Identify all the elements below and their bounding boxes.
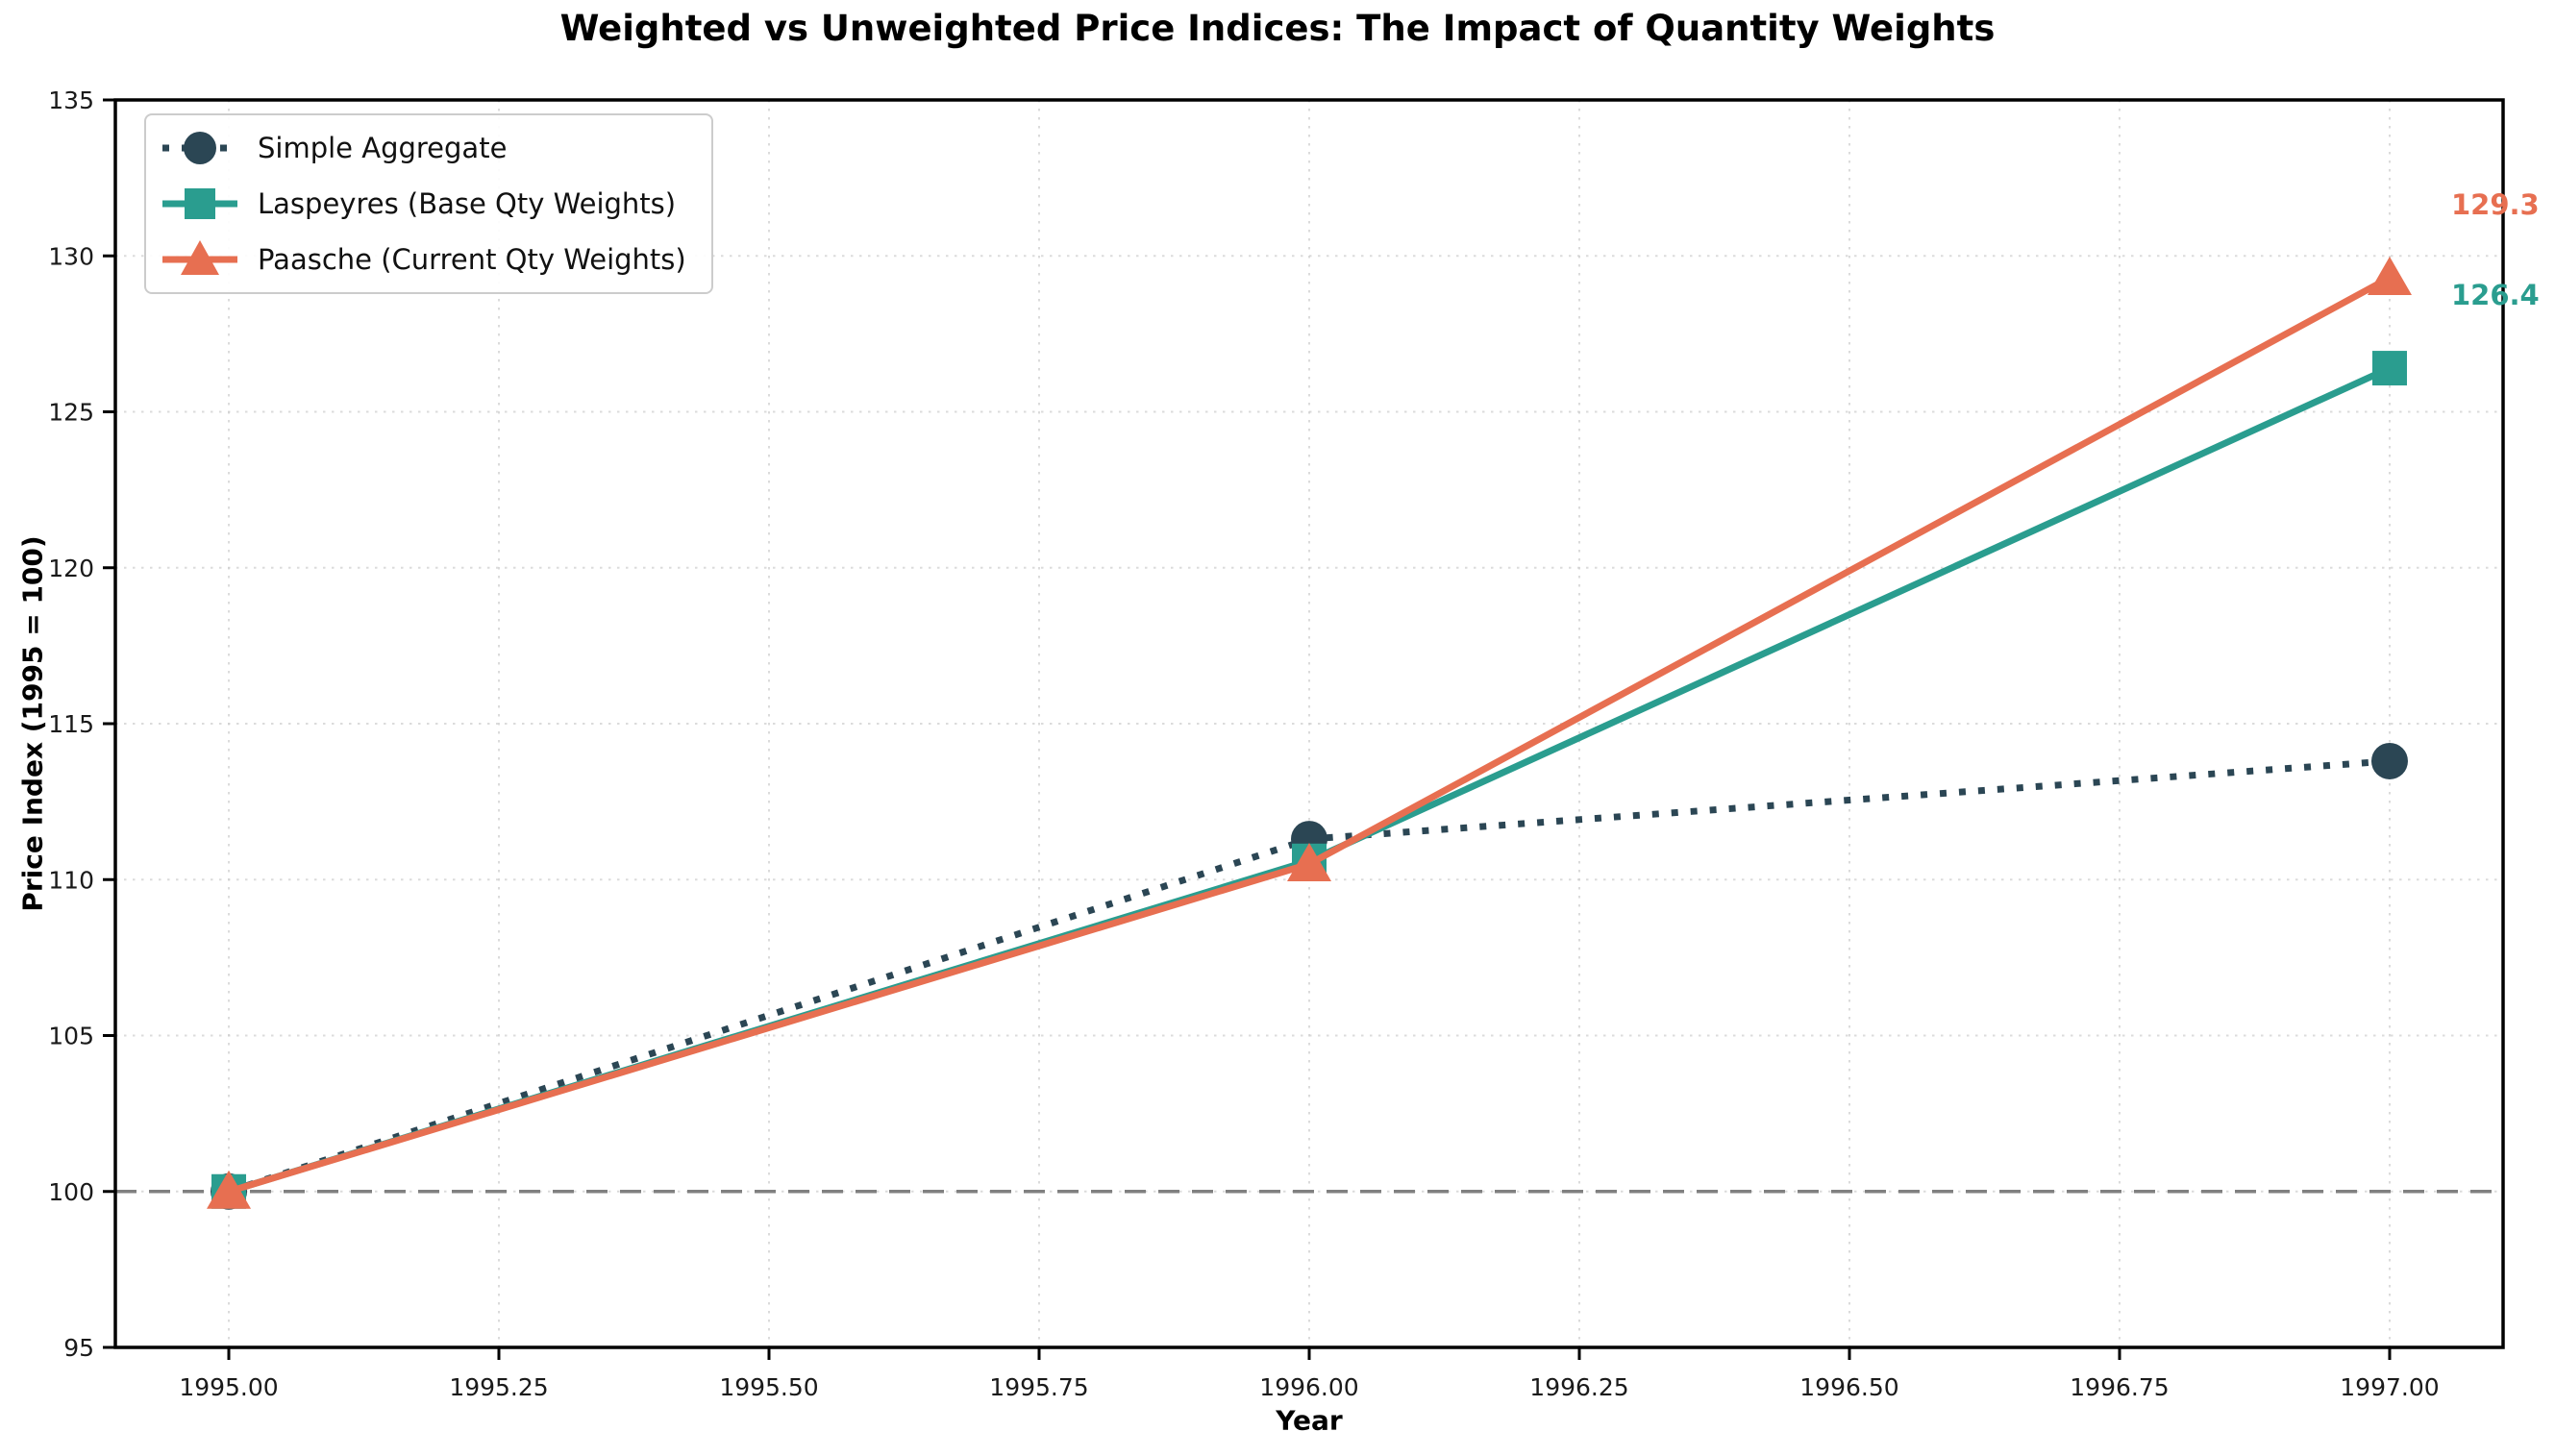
y-tick-label: 115	[48, 710, 94, 738]
y-tick-label: 105	[48, 1023, 94, 1050]
legend-item-simple-aggregate: Simple Aggregate	[160, 120, 686, 176]
x-tick-label: 1995.50	[719, 1373, 818, 1401]
y-tick-label: 120	[48, 555, 94, 582]
chart-title: Weighted vs Unweighted Price Indices: Th…	[559, 8, 1996, 49]
legend-item-paasche: Paasche (Current Qty Weights)	[160, 232, 686, 287]
marker-paasche	[1287, 843, 1331, 882]
legend-marker-circle-icon	[162, 132, 237, 164]
y-tick-label: 135	[48, 86, 94, 114]
x-tick-label: 1996.00	[1259, 1373, 1358, 1401]
legend-sample-shape	[181, 240, 219, 275]
marker-paasche	[2367, 256, 2412, 295]
x-tick-label: 1995.00	[179, 1373, 278, 1401]
annotation-laspeyres-1997: 126.4	[2450, 279, 2540, 312]
y-tick-label: 125	[48, 399, 94, 427]
legend-marker-triangle-icon	[162, 240, 237, 275]
legend-label: Laspeyres (Base Qty Weights)	[258, 187, 677, 220]
series-line-laspeyres	[227, 364, 2392, 1196]
legend: Simple Aggregate Laspeyres (Base Qty Wei…	[144, 113, 713, 294]
y-tick-label: 100	[48, 1178, 94, 1206]
x-tick-label: 1996.25	[1529, 1373, 1628, 1401]
marker-paasche	[207, 1170, 252, 1209]
marker-simple-aggregate	[2370, 742, 2408, 779]
legend-marker-square-icon	[162, 188, 237, 219]
annotation-paasche-1997: 129.3	[2450, 187, 2540, 221]
x-tick-label: 1997.00	[2340, 1373, 2439, 1401]
legend-label: Paasche (Current Qty Weights)	[258, 243, 686, 276]
legend-sample-shape	[184, 132, 216, 164]
y-tick-label: 130	[48, 242, 94, 270]
x-axis-label: Year	[1276, 1404, 1343, 1437]
legend-item-laspeyres: Laspeyres (Base Qty Weights)	[160, 176, 686, 232]
legend-label: Simple Aggregate	[258, 132, 508, 164]
y-tick-label: 110	[48, 866, 94, 894]
legend-sample-shape	[185, 188, 215, 219]
x-tick-label: 1996.75	[2070, 1373, 2169, 1401]
y-tick-label: 95	[63, 1334, 94, 1362]
x-tick-label: 1995.75	[989, 1373, 1088, 1401]
x-tick-label: 1996.50	[1799, 1373, 1898, 1401]
series-line-paasche	[228, 274, 2392, 1196]
marker-laspeyres	[2371, 351, 2407, 386]
x-tick-label: 1995.25	[449, 1373, 548, 1401]
